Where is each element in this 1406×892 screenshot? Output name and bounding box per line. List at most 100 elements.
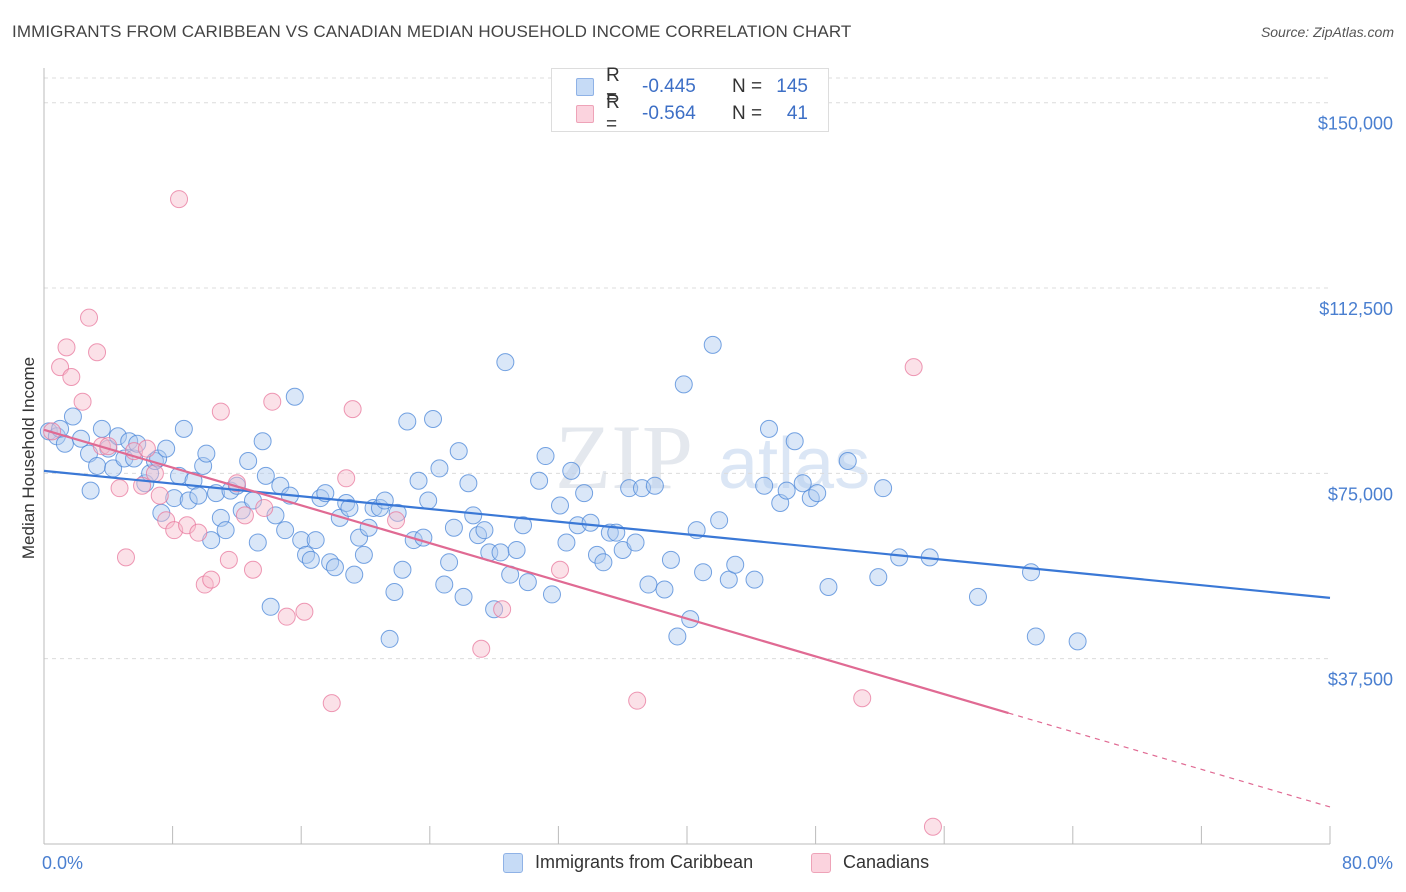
data-point [444,518,463,537]
data-point [170,190,189,209]
legend-swatch-blue [576,78,594,96]
data-point [890,548,909,567]
data-point [266,506,285,525]
data-point [345,565,364,584]
trend-lines [43,428,1331,808]
gridlines [44,77,1330,660]
data-point [542,585,561,604]
data-point [136,474,155,493]
data-point [253,432,272,451]
data-point [449,442,468,461]
legend-n-value: 41 [786,103,808,124]
data-point [557,533,576,552]
data-point [211,402,230,421]
chart-title: IMMIGRANTS FROM CARIBBEAN VS CANADIAN ME… [12,22,852,41]
data-point [73,392,92,411]
data-point [388,503,407,522]
data-point [239,452,258,470]
x-tick-labels: 0.0% 80.0% [42,853,1393,873]
x-tick-label-max: 80.0% [1342,853,1393,873]
data-point [454,587,473,606]
data-point [793,474,812,493]
watermark: ZIP atlas [555,406,870,508]
data-point [581,513,600,532]
data-point [57,338,76,357]
data-point [337,469,356,488]
data-point [88,456,107,475]
data-point [785,432,804,451]
data-point [301,550,320,569]
y-tick-label: $75,000 [1328,484,1393,504]
data-point [661,550,680,569]
data-point [197,444,216,463]
data-point [108,427,127,446]
data-point [464,506,483,525]
y-tick-label: $37,500 [1328,670,1393,690]
data-point [322,694,341,713]
data-point [165,489,184,508]
data-point [62,367,81,386]
data-point [819,578,838,597]
data-point [216,521,235,540]
correlation-legend: R = -0.445 N = 145 R = -0.564 N = 41 [551,65,829,135]
data-point [261,597,280,616]
data-point [496,353,515,372]
legend-n-label: N = [732,76,763,97]
data-point [518,573,537,592]
data-point [409,471,428,490]
data-point [189,523,208,542]
data-point [719,570,738,589]
data-point [620,479,639,498]
trend-line-canadians [43,428,1009,715]
data-point [179,491,198,510]
legend-item-caribbean: Immigrants from Caribbean [503,852,753,873]
data-point [1068,632,1087,651]
data-point [575,484,594,503]
data-point [759,419,778,438]
data-point [248,533,267,552]
trend-line-canadians-extrapolated [1008,712,1331,808]
data-point [295,602,314,621]
data-point [235,506,254,525]
data-point [493,600,512,619]
data-point [88,343,107,362]
data-point [1022,563,1041,582]
legend-r-label: R = [606,65,620,108]
data-point [292,531,311,550]
data-point [116,548,135,567]
data-point [645,476,664,495]
axes [43,68,1331,845]
data-point [419,491,438,510]
legend-swatch-pink [811,852,831,873]
legend-r-value: -0.445 [642,76,696,97]
data-point [530,471,549,490]
data-point [137,439,156,458]
data-point [551,560,570,579]
data-point [491,543,510,562]
data-point [475,521,494,540]
y-tick-labels: $37,500 $75,000 $112,500 $150,000 [1318,114,1393,690]
data-point [655,580,674,599]
data-point [276,521,295,540]
series-canadians [43,190,942,836]
data-point [853,689,872,708]
data-point [777,481,796,500]
legend-swatch-pink [576,105,594,123]
data-point [375,491,394,510]
series-immigrants-from-caribbean [39,335,1087,651]
data-point [81,481,100,500]
data-point [387,511,406,530]
data-point [277,607,296,626]
data-point [459,474,478,493]
legend-swatch-blue [503,852,523,873]
data-point [536,447,555,466]
data-point [904,358,923,377]
data-point [306,531,325,550]
data-point [350,528,369,547]
y-tick-label: $150,000 [1318,114,1393,134]
data-point [472,639,491,658]
data-point [380,629,399,648]
legend-label-caribbean: Immigrants from Caribbean [535,852,754,872]
data-point [745,570,764,589]
